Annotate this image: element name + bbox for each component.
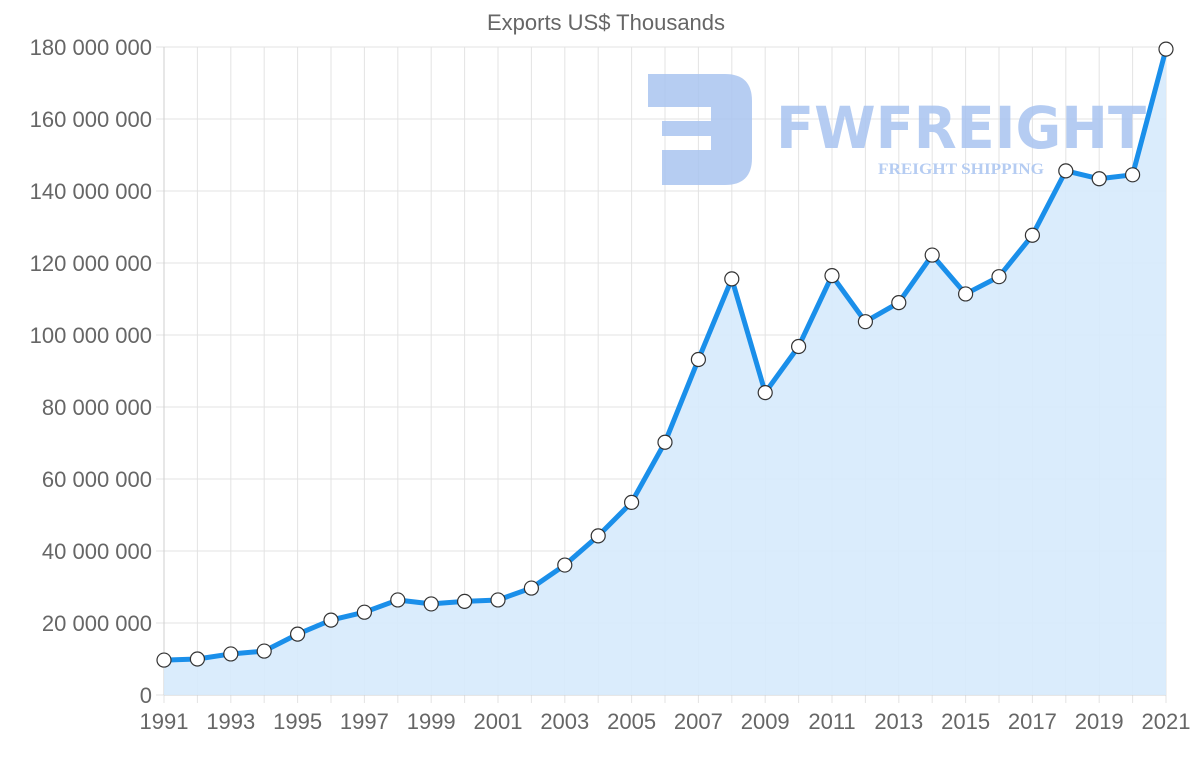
x-tick-label: 2015 (941, 709, 990, 734)
x-tick-label: 2013 (874, 709, 923, 734)
x-tick-label: 1991 (140, 709, 189, 734)
x-tick-label: 1995 (273, 709, 322, 734)
data-point-2002[interactable] (523, 580, 540, 596)
data-point-2021[interactable] (1158, 41, 1174, 57)
data-point-1999[interactable] (423, 596, 439, 612)
data-point-2003[interactable] (557, 557, 573, 573)
data-point-2005[interactable] (623, 494, 640, 510)
y-tick-label: 100 000 000 (30, 323, 152, 348)
x-axis: 1991 1993 1995 1997 1999 2001 2003 2005 2007 2009… (140, 709, 1191, 734)
y-tick-label: 180 000 000 (30, 35, 152, 60)
y-axis: 0 20 000 000 40 000 000 60 000 000 80 000 00… (30, 35, 152, 708)
data-point-2020[interactable] (1124, 167, 1141, 183)
data-point-2013[interactable] (891, 295, 907, 311)
y-tick-label: 60 000 000 (42, 467, 152, 492)
y-tick-label: 20 000 000 (42, 611, 152, 636)
data-point-1995[interactable] (290, 626, 306, 642)
y-tick-label: 0 (140, 683, 152, 708)
data-point-2007[interactable] (690, 351, 707, 368)
data-point-1998[interactable] (390, 592, 406, 608)
data-point-2006[interactable] (657, 434, 673, 450)
data-point-2014[interactable] (924, 247, 940, 263)
data-point-2009[interactable] (757, 385, 773, 401)
data-point-2000[interactable] (457, 593, 473, 610)
data-point-2001[interactable] (490, 592, 506, 608)
x-tick-label: 2017 (1008, 709, 1057, 734)
data-point-1992[interactable] (189, 651, 205, 667)
y-tick-label: 160 000 000 (30, 107, 152, 132)
x-tick-label: 1999 (407, 709, 456, 734)
data-point-2016[interactable] (991, 269, 1007, 285)
data-point-2017[interactable] (1024, 227, 1041, 243)
watermark-tagline: FREIGHT SHIPPING (878, 161, 1045, 178)
x-tick-label: 2021 (1142, 709, 1191, 734)
data-point-2010[interactable] (790, 338, 807, 355)
watermark-brand: FWFREIGHT (776, 94, 1146, 162)
x-tick-label: 1993 (206, 709, 255, 734)
data-point-1991[interactable] (156, 652, 172, 668)
x-tick-label: 2005 (607, 709, 656, 734)
area-path (164, 49, 1166, 696)
x-tick-label: 2001 (474, 709, 523, 734)
x-tick-label: 2009 (741, 709, 790, 734)
area-fill (164, 49, 1166, 696)
y-tick-label: 80 000 000 (42, 395, 152, 420)
data-point-1996[interactable] (323, 612, 339, 628)
y-tick-label: 140 000 000 (30, 179, 152, 204)
x-tick-label: 2007 (674, 709, 723, 734)
data-point-2012[interactable] (857, 314, 874, 330)
data-point-2011[interactable] (824, 268, 840, 284)
data-point-1994[interactable] (256, 643, 272, 659)
fwfreight-logo-icon (648, 74, 752, 185)
data-point-1993[interactable] (223, 646, 239, 662)
y-tick-label: 120 000 000 (30, 251, 152, 276)
x-tick-label: 1997 (340, 709, 389, 734)
data-point-1997[interactable] (356, 604, 372, 620)
data-point-2004[interactable] (590, 528, 606, 544)
y-tick-label: 40 000 000 (42, 539, 152, 564)
data-point-2015[interactable] (957, 286, 974, 302)
x-tick-label: 2011 (808, 709, 855, 734)
data-point-2008[interactable] (724, 271, 740, 287)
watermark-logo: FWFREIGHT FREIGHT SHIPPING (648, 74, 1146, 185)
chart-title: Exports US$ Thousands (487, 10, 725, 35)
data-point-2019[interactable] (1091, 171, 1107, 187)
x-tick-label: 2003 (540, 709, 589, 734)
data-points (156, 41, 1174, 668)
data-point-2018[interactable] (1058, 163, 1074, 179)
x-tick-label: 2019 (1075, 709, 1124, 734)
